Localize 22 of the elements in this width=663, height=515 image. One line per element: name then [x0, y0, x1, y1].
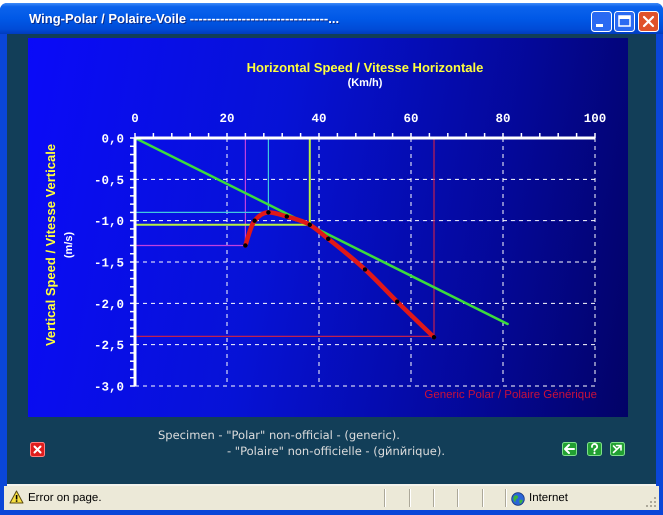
- y-tick-label: 0,0: [101, 132, 124, 146]
- y-tick-label: -1,0: [94, 215, 124, 230]
- x-tick-label: 60: [403, 112, 419, 126]
- x-tick-label: 100: [584, 112, 606, 126]
- text: Specimen - "Polar" non-official - (generic).: [158, 428, 400, 442]
- x-tick-label: 80: [495, 112, 511, 126]
- y-tick-label: -3,0: [94, 380, 124, 394]
- y-tick-label: -2,5: [94, 339, 124, 354]
- y-tick-label: -2,0: [94, 298, 124, 312]
- text: Internet: [529, 492, 568, 504]
- text: Generic Polar / Polaire Générique: [424, 389, 597, 401]
- y-tick-label: -0,5: [94, 174, 124, 188]
- chart-title: Wing-Polar / Polaire-Voile --------------------------------...: [29, 11, 340, 26]
- x-tick-label: 40: [311, 112, 327, 126]
- text: Error on page.: [28, 492, 102, 504]
- y-axis-title: Vertical Speed / Vitesse Verticale (m/s): [43, 144, 75, 346]
- x-axis-title: Horizontal Speed / Vitesse Horizontale (Km/h): [246, 60, 484, 89]
- x-tick-label: 0: [131, 112, 139, 126]
- line-series: [243, 210, 436, 340]
- y-tick-label: -1,5: [94, 256, 124, 270]
- x-tick-label: 20: [219, 112, 235, 126]
- text: - "Polaire" non-officielle - (gйnйrique).: [227, 444, 445, 458]
